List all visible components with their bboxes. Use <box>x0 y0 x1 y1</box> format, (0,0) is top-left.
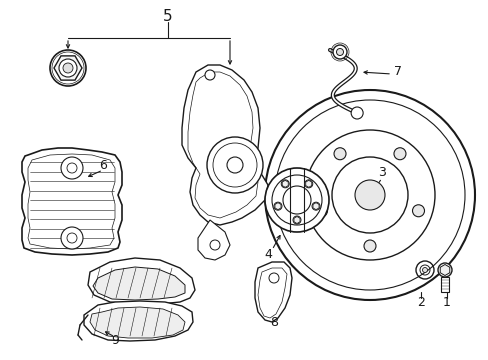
Circle shape <box>63 63 73 73</box>
Circle shape <box>331 157 407 233</box>
Circle shape <box>264 168 328 232</box>
Circle shape <box>350 107 363 119</box>
Text: 6: 6 <box>99 158 107 171</box>
Circle shape <box>281 180 289 188</box>
Circle shape <box>393 148 405 160</box>
Text: 2: 2 <box>416 296 424 309</box>
Circle shape <box>304 180 312 188</box>
Polygon shape <box>439 265 449 275</box>
Text: 3: 3 <box>377 166 385 179</box>
Circle shape <box>268 273 279 283</box>
Circle shape <box>226 157 243 173</box>
Text: 1: 1 <box>442 296 450 309</box>
Circle shape <box>61 157 83 179</box>
Polygon shape <box>182 65 267 225</box>
Polygon shape <box>282 180 288 187</box>
Polygon shape <box>305 180 311 187</box>
Circle shape <box>292 216 301 224</box>
Polygon shape <box>274 203 281 210</box>
Circle shape <box>354 180 384 210</box>
Polygon shape <box>90 307 184 338</box>
Circle shape <box>273 202 282 210</box>
Polygon shape <box>93 267 184 300</box>
Circle shape <box>415 261 433 279</box>
Circle shape <box>283 186 310 214</box>
Polygon shape <box>312 203 318 210</box>
Circle shape <box>437 263 451 277</box>
Bar <box>440 277 448 292</box>
Polygon shape <box>22 148 122 255</box>
Text: 7: 7 <box>393 64 401 77</box>
Circle shape <box>363 240 375 252</box>
Text: 5: 5 <box>163 9 172 23</box>
Circle shape <box>336 49 343 55</box>
Circle shape <box>206 137 263 193</box>
Circle shape <box>332 45 346 59</box>
Circle shape <box>315 205 327 217</box>
Polygon shape <box>293 216 300 224</box>
Circle shape <box>50 50 86 86</box>
Circle shape <box>422 267 427 273</box>
Polygon shape <box>54 56 82 80</box>
Circle shape <box>204 70 215 80</box>
Text: 8: 8 <box>269 315 278 328</box>
Text: 9: 9 <box>111 333 119 346</box>
Circle shape <box>311 202 319 210</box>
Polygon shape <box>88 258 195 304</box>
Circle shape <box>412 205 424 217</box>
Polygon shape <box>84 301 193 341</box>
Circle shape <box>264 90 474 300</box>
Polygon shape <box>198 220 229 260</box>
Circle shape <box>333 148 346 160</box>
Polygon shape <box>254 262 291 322</box>
Circle shape <box>61 227 83 249</box>
Text: 4: 4 <box>264 248 271 261</box>
Circle shape <box>59 59 77 77</box>
